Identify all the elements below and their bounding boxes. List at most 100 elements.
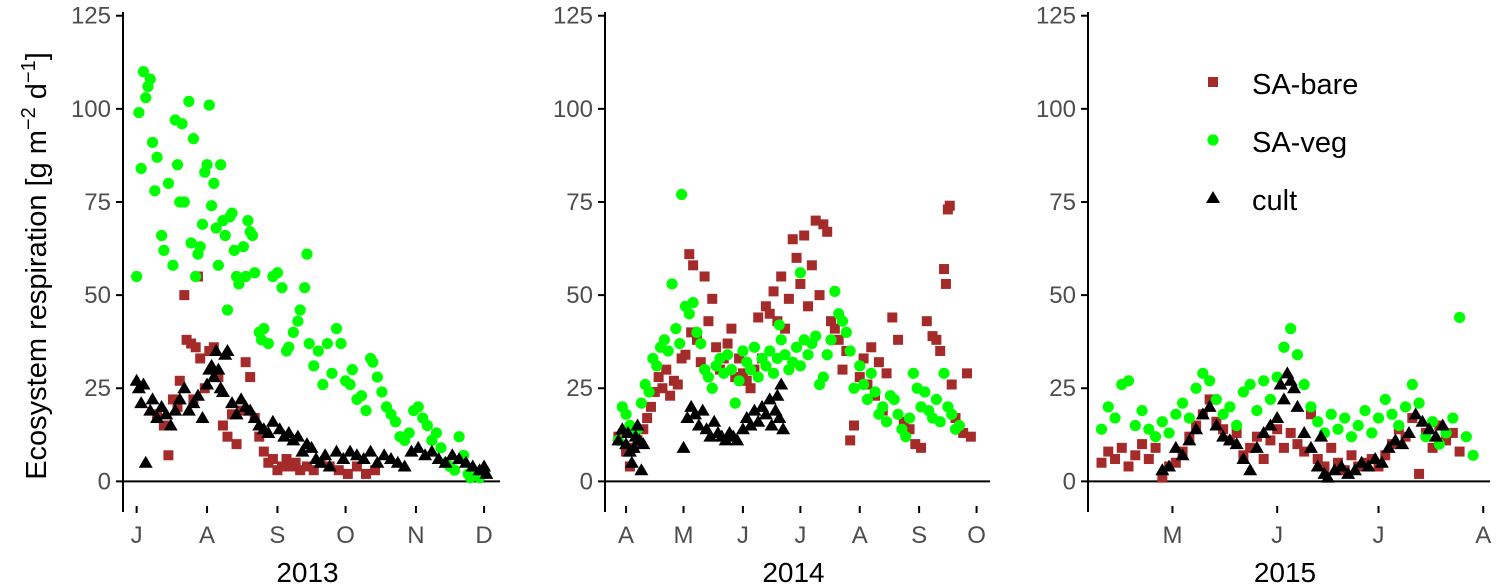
point-sa-bare [254,431,265,442]
point-cult [1354,455,1369,468]
point-sa-veg [953,419,965,432]
point-sa-veg [453,431,465,443]
point-sa-veg [283,341,295,353]
point-sa-veg [702,371,715,383]
point-sa-veg [299,282,311,294]
point-cult [477,459,492,472]
y-tick-label: 50 [566,282,593,309]
point-sa-veg [1366,427,1378,439]
point-sa-bare [873,357,884,368]
point-sa-veg [1264,393,1277,406]
point-sa-veg [137,66,150,78]
point-cult [322,459,337,472]
point-sa-bare [1312,454,1323,465]
point-sa-veg [1183,412,1195,424]
x-tick-label: O [967,522,986,549]
point-sa-veg [1210,393,1222,406]
point-sa-veg [840,326,852,338]
point-sa-veg [321,337,333,350]
point-sa-bare [642,413,653,424]
point-cult [1334,459,1349,472]
point-sa-bare [1292,439,1303,450]
point-sa-veg [1325,408,1337,420]
point-cult [370,455,385,468]
point-sa-veg [729,397,741,409]
year-label: 2015 [1254,557,1316,586]
point-sa-bare [866,342,877,353]
point-cult [418,448,433,461]
point-cult [261,425,276,438]
point-cult [1222,433,1237,446]
point-cult [265,414,280,427]
point-sa-bare [726,323,737,334]
point-cult [1216,429,1231,442]
point-sa-bare [760,301,771,312]
point-cult [772,411,787,424]
series-SA-veg [612,188,965,446]
point-sa-bare [1231,427,1242,438]
point-cult [181,403,196,416]
point-cult [1270,411,1285,424]
point-cult [1273,377,1288,390]
point-sa-veg [1095,423,1108,435]
point-sa-veg [249,267,261,279]
point-sa-bare [158,420,169,431]
point-sa-veg [1460,431,1472,443]
point-sa-veg [1372,412,1385,424]
point-sa-veg [276,282,288,294]
point-cult [204,358,219,371]
point-sa-bare [213,372,224,383]
point-cult [431,452,446,465]
point-sa-veg [242,215,254,227]
point-sa-veg [1149,431,1162,443]
point-sa-veg [226,207,238,219]
point-sa-bare [893,334,904,345]
point-sa-bare [776,271,787,282]
point-cult [688,407,703,420]
point-sa-veg [821,349,833,361]
point-sa-veg [790,341,803,353]
point-sa-bare [1096,457,1107,468]
y-axis-label-end: ] [21,52,53,60]
point-sa-veg [1170,408,1182,420]
point-cult [624,455,639,468]
point-sa-veg [829,285,841,297]
point-sa-bare [854,372,865,383]
point-sa-bare [1110,454,1121,465]
point-sa-veg [877,401,889,413]
point-sa-bare [1103,446,1114,457]
point-cult [143,403,158,416]
point-cult [445,448,460,461]
point-sa-veg [1413,397,1425,409]
point-sa-bare [1319,461,1330,472]
year-label: 2014 [762,557,824,586]
panel-2014: 0 25 50 75 100 125 A M J J A S O 2014 [553,3,990,586]
point-cult [1243,463,1258,476]
panel-2015: 0 25 50 75 100 125 M J J A 2015 [1036,3,1491,586]
point-sa-veg [1204,375,1216,387]
point-cult [1155,463,1170,476]
point-sa-veg [178,196,190,208]
point-sa-bare [163,450,174,461]
point-sa-bare [833,334,844,345]
point-sa-bare [745,383,756,394]
y-tick-label: 125 [1036,3,1076,30]
point-sa-veg [725,364,738,376]
point-cult [751,414,766,427]
panel-2013: 0 25 50 75 100 125 J A S O N D 2013 [71,3,500,586]
point-cult [1314,429,1329,442]
legend-key-sa-bare [1208,77,1218,87]
point-sa-veg [775,334,787,346]
point-cult [1347,463,1362,476]
point-cult [1310,459,1325,472]
point-sa-bare [227,409,238,420]
point-sa-veg [156,229,168,242]
point-sa-veg [721,349,734,361]
point-sa-bare [179,290,190,301]
point-cult [356,452,371,465]
point-sa-bare [837,364,848,375]
x-tick-label: J [1373,522,1385,549]
point-sa-veg [1447,412,1459,424]
point-cult [1209,418,1224,431]
point-sa-veg [287,326,299,338]
